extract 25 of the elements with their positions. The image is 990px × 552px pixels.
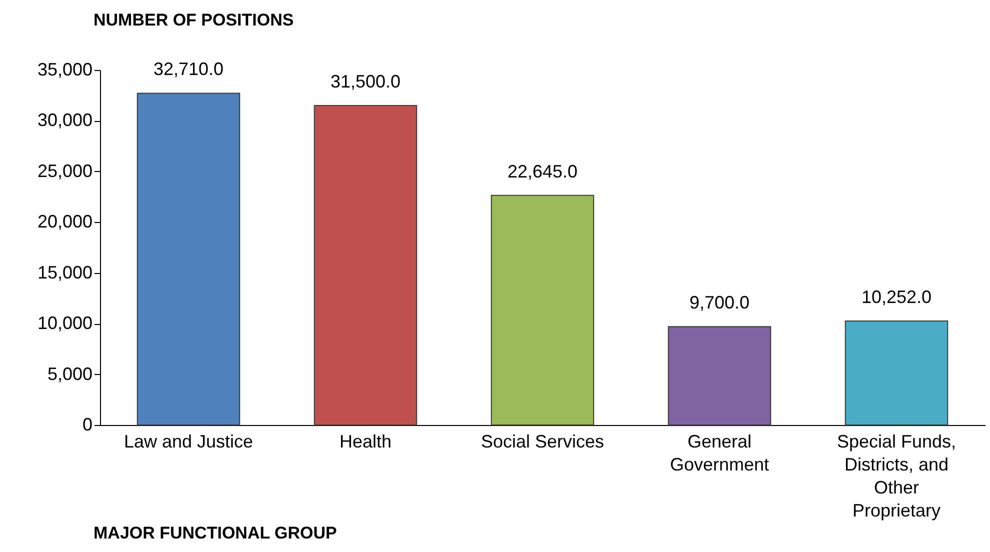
- bar: [668, 326, 772, 426]
- y-tick-label: 30,000: [37, 110, 92, 130]
- x-tick-label: Social Services: [480, 432, 604, 452]
- data-label: 9,700.0: [689, 292, 750, 313]
- y-axis-title: NUMBER OF POSITIONS: [94, 10, 294, 30]
- x-tick-label: Special Funds, Districts, and Other Proprietary: [836, 432, 956, 520]
- y-tick-label: 35,000: [37, 60, 92, 80]
- x-tick-label: General Government: [670, 432, 770, 474]
- data-label: 32,710.0: [153, 59, 224, 80]
- data-label: 10,252.0: [861, 287, 932, 308]
- y-tick-label: 5,000: [47, 364, 92, 384]
- bar: [490, 194, 594, 426]
- y-tick-label: 0: [82, 414, 92, 434]
- bar: [844, 320, 948, 426]
- y-tick-label: 20,000: [37, 212, 92, 232]
- y-tick-label: 15,000: [37, 262, 92, 282]
- data-label: 31,500.0: [330, 72, 401, 92]
- x-tick-label: Law and Justice: [124, 432, 254, 452]
- y-tick-label: 25,000: [37, 160, 92, 181]
- x-axis-title: MAJOR FUNCTIONAL GROUP: [94, 524, 337, 542]
- bar: [136, 92, 240, 426]
- bar: [314, 105, 418, 426]
- x-tick-label: Health: [339, 432, 392, 452]
- data-label: 22,645.0: [507, 161, 578, 182]
- y-tick-label: 10,000: [37, 313, 92, 334]
